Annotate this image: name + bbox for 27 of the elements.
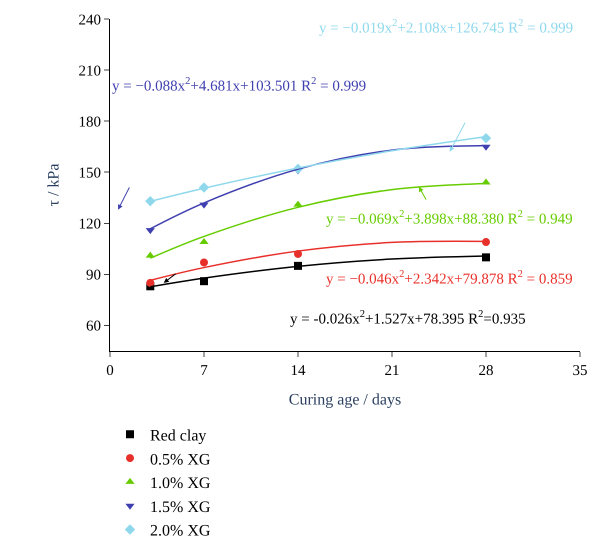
annotation: y = -0.026x$^{2}$+1.527x+78.395 R$^{2}$=0.935 — [290, 309, 526, 328]
x-tick-label: 14 — [290, 363, 306, 379]
x-tick-label: 28 — [478, 363, 494, 379]
point — [482, 253, 490, 262]
y-tick-label: 210 — [78, 63, 101, 80]
y-tick-label: 60 — [86, 318, 101, 335]
y-tick-label: 240 — [78, 12, 101, 28]
annotation: y = −0.088x$^{2}$+4.681x+103.501 R$^{2}$ = 0.999 — [112, 76, 366, 94]
legend-label: 1.5% XG — [150, 498, 211, 516]
x-tick-label: 0 — [106, 363, 114, 379]
y-tick-label: 120 — [78, 216, 101, 233]
legend-label: 0.5% XG — [150, 451, 211, 468]
annotation: y = −0.019x$^{2}$+2.108x+126.745 R$^{2}$ = 0.999 — [319, 18, 574, 36]
x-axis-title: Curing age / days — [288, 392, 402, 409]
legend-label: Red clay — [150, 428, 206, 445]
y-axis-title: τ / kPa — [45, 164, 62, 206]
x-tick-label: 35 — [572, 363, 588, 379]
point — [145, 196, 156, 206]
annotation: y = −0.046x$^{2}$+2.342x+79.878 R$^{2}$ = 0.859 — [326, 269, 573, 288]
y-tick-label: 150 — [78, 165, 101, 182]
point — [200, 258, 208, 266]
x-tick-label: 7 — [200, 363, 208, 379]
x-tick-label: 21 — [384, 363, 400, 379]
y-tick-label: 90 — [86, 268, 101, 284]
y-tick-label: 180 — [78, 114, 101, 130]
annotation: y = −0.069x$^{2}$+3.898x+88.380 R$^{2}$ = 0.949 — [326, 209, 573, 228]
legend-label: 1.0% XG — [150, 475, 211, 492]
